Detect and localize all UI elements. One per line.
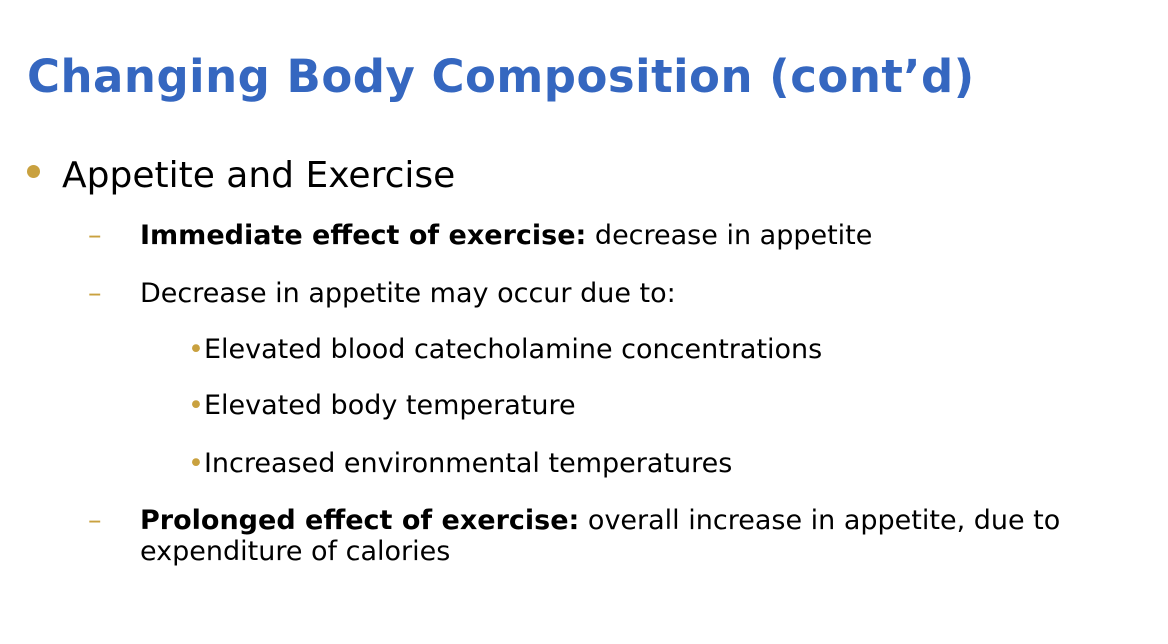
sub-item-text: Elevated body temperature [203, 390, 576, 421]
item-text: Decrease in appetite may occur due to: [140, 278, 676, 309]
bold-text: Prolonged effect of exercise: [140, 505, 580, 536]
sub-item: •Increased environmental temperatures [188, 448, 733, 479]
dash: – [88, 505, 102, 536]
sub-item: •Elevated blood catecholamine concentrat… [188, 334, 823, 365]
dash: – [88, 278, 102, 309]
title: Changing Body Composition (cont’d) [27, 50, 975, 103]
bullet [27, 165, 40, 178]
item-text: overall increase in appetite, due to exp… [140, 505, 1061, 567]
sub-item: •Elevated body temperature [188, 390, 576, 421]
sub-item-text: Increased environmental temperatures [203, 448, 733, 479]
bullet-text: Appetite and Exercise [62, 155, 456, 196]
sub-item-text: Elevated blood catecholamine concentrati… [203, 334, 823, 365]
item: Immediate effect of exercise: decrease i… [140, 220, 1150, 251]
item-text: decrease in appetite [586, 220, 873, 251]
item: Prolonged effect of exercise: overall in… [140, 505, 1150, 567]
bold-text: Immediate effect of exercise: [140, 220, 587, 251]
dash: – [88, 220, 102, 251]
